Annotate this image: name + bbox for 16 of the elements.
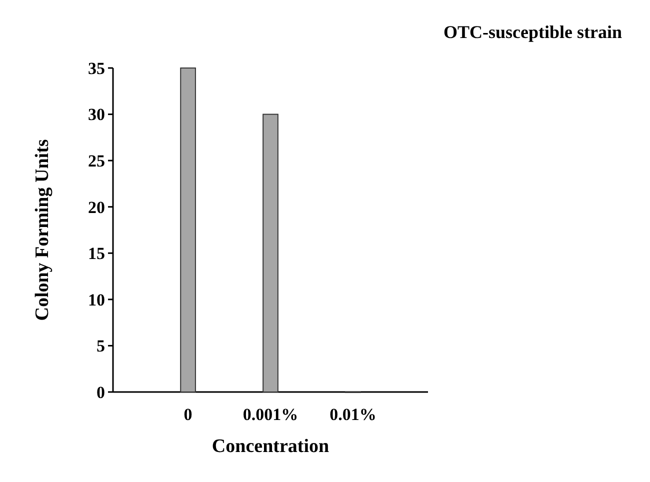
x-tick-label: 0.01%: [330, 405, 376, 424]
y-tick-label: 25: [88, 152, 105, 171]
y-tick-label: 35: [88, 58, 105, 78]
bar: [180, 68, 196, 392]
bar: [262, 114, 278, 392]
y-axis-title: Colony Forming Units: [32, 139, 53, 321]
y-tick-label: 5: [96, 336, 105, 356]
x-axis-title: Concentration: [212, 436, 330, 457]
y-tick-label: 30: [88, 105, 105, 124]
y-tick-label: 15: [88, 244, 105, 264]
y-tick-label: 20: [88, 198, 105, 217]
text: OTC-susceptible strain: [443, 22, 622, 42]
x-tick-label: 0.001%: [242, 405, 298, 424]
x-tick-label: 0: [184, 405, 192, 424]
y-tick-label: 0: [96, 382, 105, 402]
y-tick-label: 10: [88, 290, 105, 310]
